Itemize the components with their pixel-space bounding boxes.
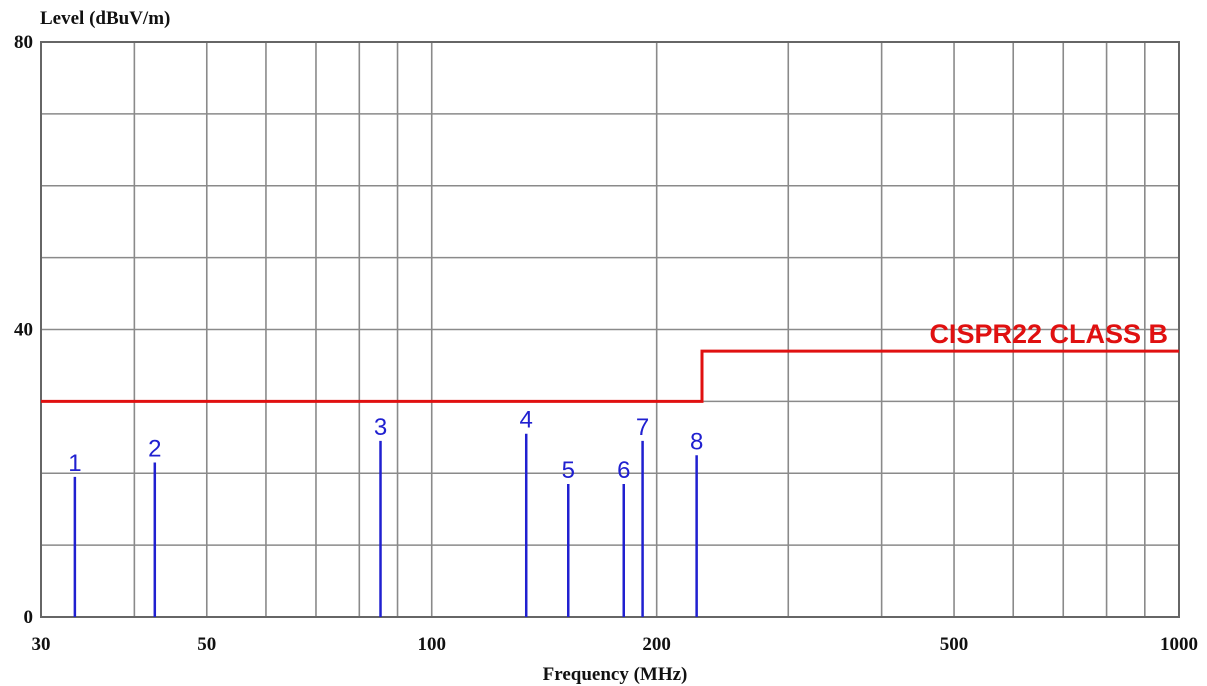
y-tick-label-0: 0 [24,607,34,628]
x-tick-label-1000: 1000 [1160,634,1198,655]
y-axis-label: Level (dBuV/m) [40,8,170,29]
limit-line-label: CISPR22 CLASS B [929,319,1168,349]
axes-group: Level (dBuV/m) Frequency (MHz) 30 50 100 20… [14,8,1198,685]
x-axis-label: Frequency (MHz) [543,664,688,685]
marker-label-1: 1 [68,450,81,477]
marker-label-5: 5 [562,457,575,484]
x-tick-label-100: 100 [417,634,446,655]
plot-frame [40,41,1180,618]
limit-line-group [41,349,1179,403]
marker-label-2: 2 [148,435,161,462]
marker-label-7: 7 [636,414,649,441]
x-tick-label-500: 500 [940,634,969,655]
y-tick-label-40: 40 [14,320,33,341]
marker-label-6: 6 [617,457,630,484]
marker-label-8: 8 [690,428,703,455]
x-tick-label-30: 30 [32,634,51,655]
x-tick-label-200: 200 [642,634,671,655]
markers-group: 1 2 3 4 5 67 8 [68,407,703,617]
grid [40,41,1180,618]
limit-line [41,349,1179,403]
marker-label-3: 3 [374,414,387,441]
x-tick-label-50: 50 [197,634,216,655]
y-tick-label-80: 80 [14,32,33,53]
marker-label-4: 4 [520,407,533,434]
